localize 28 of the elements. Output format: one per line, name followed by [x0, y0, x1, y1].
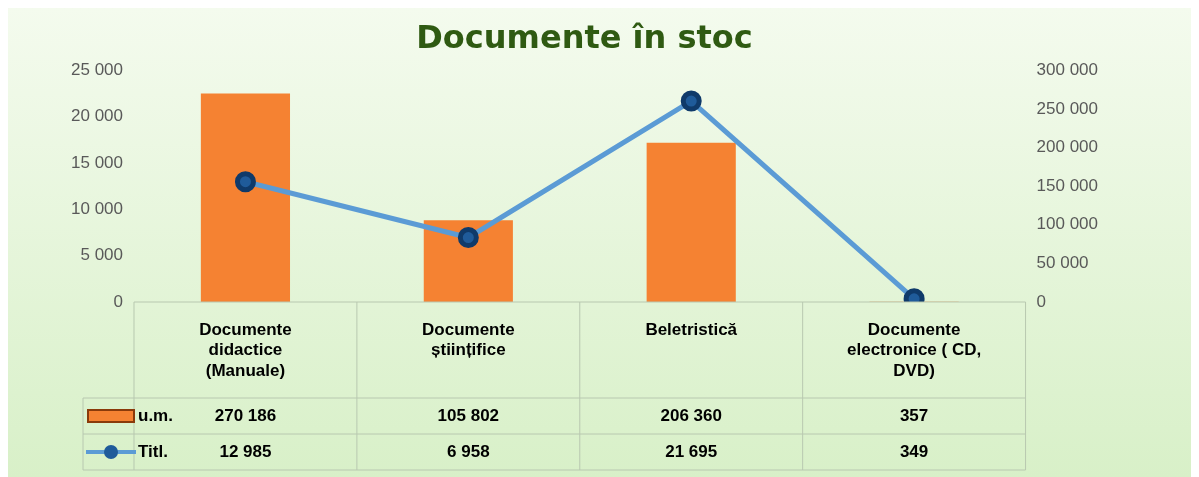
y2-tick-label: 100 000	[1036, 214, 1098, 234]
x-tick-label: Beletristică	[645, 319, 738, 339]
y-tick-label: 20 000	[71, 106, 123, 126]
y2-tick-label: 300 000	[1036, 60, 1098, 80]
y-tick-label: 5 000	[80, 245, 123, 265]
legend-label: Titl.	[138, 441, 168, 461]
x-tick-label: Documente electronice ( CD, DVD)	[847, 319, 982, 380]
y-tick-label: 10 000	[71, 199, 123, 219]
chart-title: Documente în stoc	[416, 17, 753, 56]
x-tick-label: Documente didactice (Manuale)	[199, 319, 292, 380]
y2-tick-label: 0	[1036, 291, 1047, 311]
data-label: 12 985	[219, 441, 272, 461]
y2-tick-label: 250 000	[1036, 98, 1098, 118]
y2-tick-label: 200 000	[1036, 137, 1098, 157]
y-tick-label: 0	[113, 291, 123, 311]
legend-label: u.m.	[138, 405, 173, 425]
data-label: 6 958	[447, 441, 490, 461]
y2-tick-label: 50 000	[1036, 253, 1089, 273]
y2-tick-label: 150 000	[1036, 175, 1098, 195]
data-label: 349	[899, 441, 929, 461]
data-label: 206 360	[660, 405, 722, 425]
x-tick-label: Documente științifice	[422, 319, 515, 360]
data-label: 21 695	[665, 441, 718, 461]
data-label: 270 186	[214, 405, 277, 425]
y-tick-label: 25 000	[71, 60, 123, 80]
data-label: 357	[899, 405, 929, 425]
data-label: 105 802	[437, 405, 500, 425]
y-tick-label: 15 000	[71, 152, 123, 172]
